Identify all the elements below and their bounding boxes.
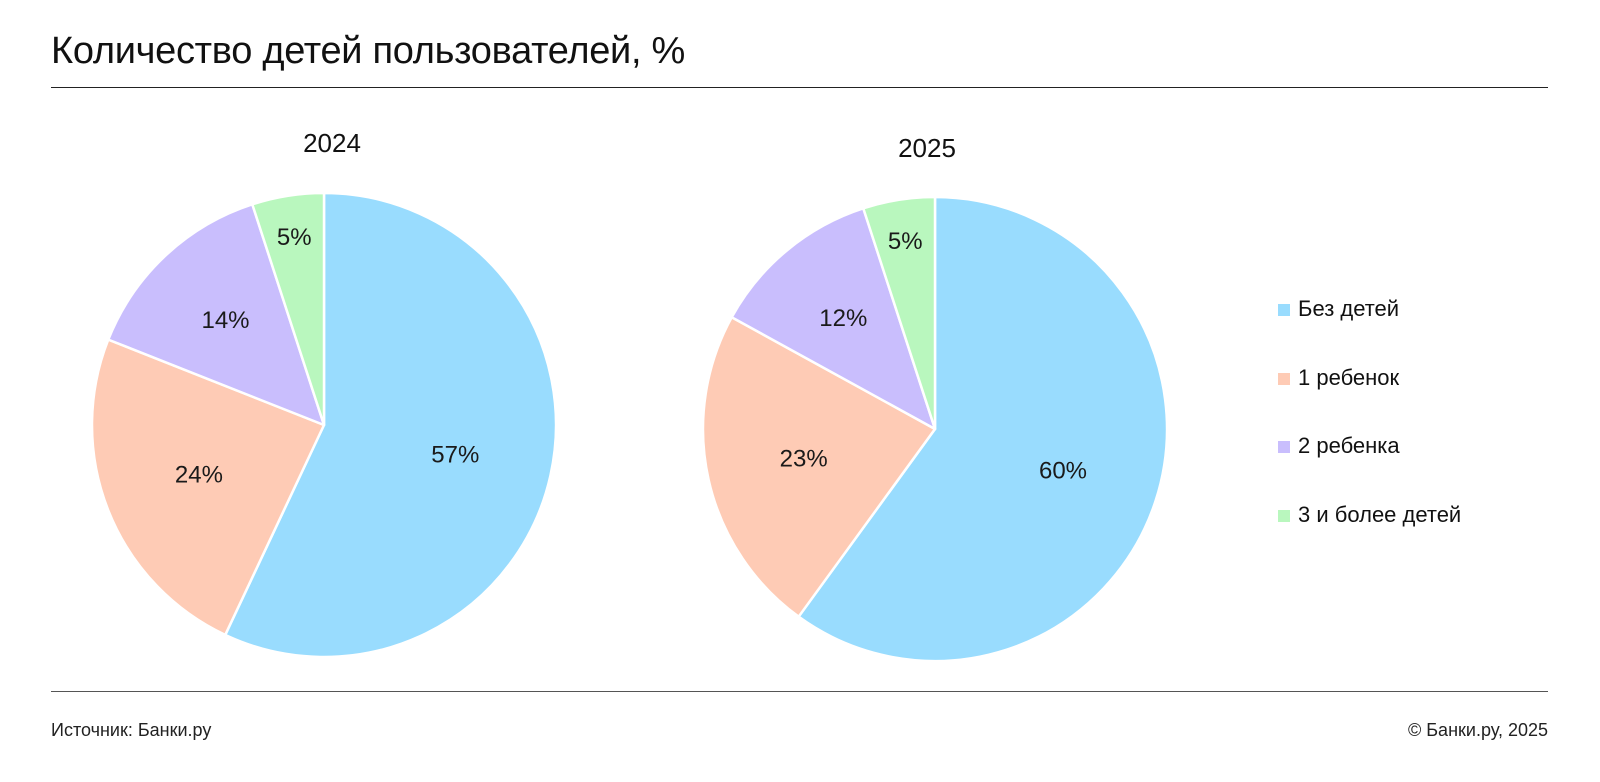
legend-item-no-children: Без детей (1278, 296, 1461, 365)
legend-swatch (1278, 304, 1290, 316)
legend-item-three-plus-children: 3 и более детей (1278, 502, 1461, 571)
legend-label: 1 ребенок (1298, 364, 1400, 390)
slice-label-three-plus-children: 5% (888, 228, 923, 255)
slice-label-one-child: 24% (175, 462, 223, 489)
pie-slice-three-plus-children (862, 195, 937, 431)
legend-swatch (1278, 372, 1290, 385)
legend-swatch (1278, 441, 1290, 453)
chart-legend: Без детей 1 ребенок 2 ребенка 3 и более … (1278, 296, 1461, 570)
slice-label-no-children: 60% (1039, 458, 1087, 485)
footer-divider (51, 691, 1548, 692)
chart-title: 2024 (303, 128, 361, 158)
pie-slice-two-children (730, 207, 937, 431)
title-divider (51, 87, 1548, 88)
slice-label-one-child: 23% (780, 445, 828, 472)
pie-slice-one-child (701, 315, 937, 618)
copyright-note: © Банки.ру, 2025 (1407, 720, 1548, 740)
legend-item-two-children: 2 ребенка (1278, 433, 1461, 502)
legend-item-one-child: 1 ребенок (1278, 365, 1461, 434)
slice-label-two-children: 14% (201, 307, 249, 334)
source-note: Источник: Банки.ру (51, 720, 212, 740)
legend-label: Без детей (1298, 296, 1400, 321)
legend-swatch (1278, 509, 1290, 522)
page-title: Количество детей пользователей, % (51, 30, 685, 72)
slice-label-three-plus-children: 5% (277, 224, 312, 251)
chart-title: 2025 (898, 133, 956, 163)
pie-chart-2025: 2025 60% 23% 12% 5% (701, 133, 1169, 663)
pie-slice-no-children (223, 191, 558, 659)
slice-label-two-children: 12% (819, 305, 867, 332)
pie-slice-three-plus-children (251, 191, 326, 427)
pie-slice-one-child (90, 338, 326, 637)
legend-label: 3 и более детей (1298, 501, 1462, 527)
pie-slice-no-children (797, 195, 1169, 663)
legend-label: 2 ребенка (1298, 433, 1400, 458)
pie-chart-2024: 2024 57% 24% 14% 5% (90, 128, 558, 659)
slice-label-no-children: 57% (431, 441, 479, 468)
